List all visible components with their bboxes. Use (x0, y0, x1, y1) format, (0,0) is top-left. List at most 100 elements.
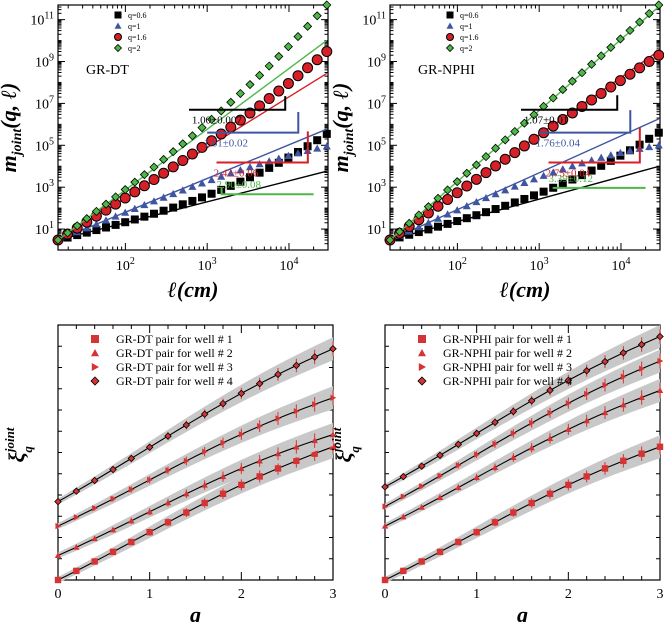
data-point (601, 465, 609, 472)
data-point (73, 514, 80, 521)
slope-triangle: 1.07±0.01 (521, 95, 619, 127)
data-point (474, 451, 480, 458)
data-point (322, 0, 332, 10)
data-point (528, 444, 535, 451)
slope-triangle: 3.39±0.12 (549, 173, 646, 189)
uncertainty-band (385, 378, 660, 530)
data-point (601, 409, 609, 416)
data-point (329, 345, 337, 353)
fit-line (384, 360, 661, 507)
data-point (472, 211, 481, 220)
data-point (491, 143, 501, 153)
data-point (518, 140, 530, 152)
y-axis-label: ξqjoint (2, 427, 35, 462)
data-point (255, 70, 265, 80)
slope-label: 1.00±0.007 (192, 115, 243, 127)
data-point (92, 505, 98, 512)
data-point (207, 114, 217, 124)
x-tick-label: 102 (448, 256, 467, 274)
x-tick-label: 104 (611, 256, 630, 274)
data-point (311, 437, 318, 444)
data-point (245, 163, 254, 171)
series-well-2 (381, 378, 664, 530)
data-point (462, 214, 471, 223)
data-point (501, 186, 510, 194)
data-point (614, 75, 626, 87)
fit-line (57, 348, 334, 503)
uncertainty-band (58, 435, 333, 583)
triangle-edge (189, 96, 287, 111)
data-point (311, 54, 323, 66)
data-point (101, 199, 111, 209)
legend: GR-NPHI pair for well # 1GR-NPHI pair fo… (417, 332, 572, 388)
legend-label: GR-DT pair for well # 3 (116, 360, 233, 374)
legend-label: GR-DT pair for well # 1 (116, 332, 233, 346)
legend: q=0.6 q=1 q=1.6 q=2 (445, 11, 479, 53)
data-point (654, 141, 663, 149)
data-point (583, 417, 590, 424)
data-point (130, 215, 139, 224)
uncertainty-band (385, 349, 660, 510)
data-point (120, 184, 130, 195)
data-point (565, 481, 572, 489)
data-point (313, 136, 322, 145)
data-point (302, 62, 314, 74)
data-point (236, 166, 245, 174)
uncertainty-band (58, 386, 333, 530)
data-point (183, 509, 190, 516)
data-point (557, 114, 569, 126)
data-point (91, 558, 98, 565)
data-point (455, 462, 462, 469)
data-point (414, 223, 423, 231)
legend-marker (417, 376, 427, 386)
slope-label: 1.76±0.04 (535, 138, 580, 150)
data-point (529, 419, 535, 427)
data-point (149, 209, 158, 218)
data-point (182, 421, 191, 429)
series-well-3 (382, 349, 664, 510)
data-point (568, 162, 577, 170)
data-point (256, 473, 263, 480)
data-point (451, 187, 463, 199)
data-point (520, 178, 529, 186)
data-point (264, 61, 274, 71)
panel-gr-dt-moments: 102 103 104 101 103 105 107 109 1011 ℓ(cm) mjoint(… (0, 0, 333, 302)
data-point (481, 193, 490, 202)
data-point (455, 484, 462, 491)
data-point (101, 223, 110, 232)
legend-marker (91, 335, 99, 343)
legend-label: q=2 (128, 44, 141, 53)
data-point (424, 218, 433, 226)
data-point (654, 128, 663, 137)
legend-label: q=0.6 (460, 11, 479, 20)
data-point (653, 49, 664, 61)
data-point (442, 193, 454, 205)
data-point (481, 208, 490, 217)
data-point (330, 394, 337, 401)
data-point (423, 202, 433, 212)
data-point (491, 464, 499, 470)
data-point (656, 332, 664, 341)
triangle-edge (216, 131, 309, 164)
data-point (147, 476, 153, 484)
data-point (400, 493, 407, 500)
data-point (140, 200, 149, 209)
data-point (54, 576, 62, 584)
data-point (217, 172, 226, 180)
data-point (329, 431, 337, 438)
y-tick-label: 103 (367, 178, 386, 196)
data-point (91, 535, 98, 542)
legend-label: GR-DT pair for well # 4 (116, 374, 233, 388)
data-point (509, 407, 518, 416)
slope-triangle: 2.75±0.04 (546, 127, 641, 180)
triangle-edge (207, 112, 300, 134)
data-point (322, 129, 331, 138)
data-point (164, 432, 172, 440)
data-point (414, 210, 424, 220)
data-point (606, 151, 615, 159)
data-point (492, 440, 499, 448)
x-tick-label: 0 (382, 587, 389, 602)
data-point (169, 203, 178, 212)
